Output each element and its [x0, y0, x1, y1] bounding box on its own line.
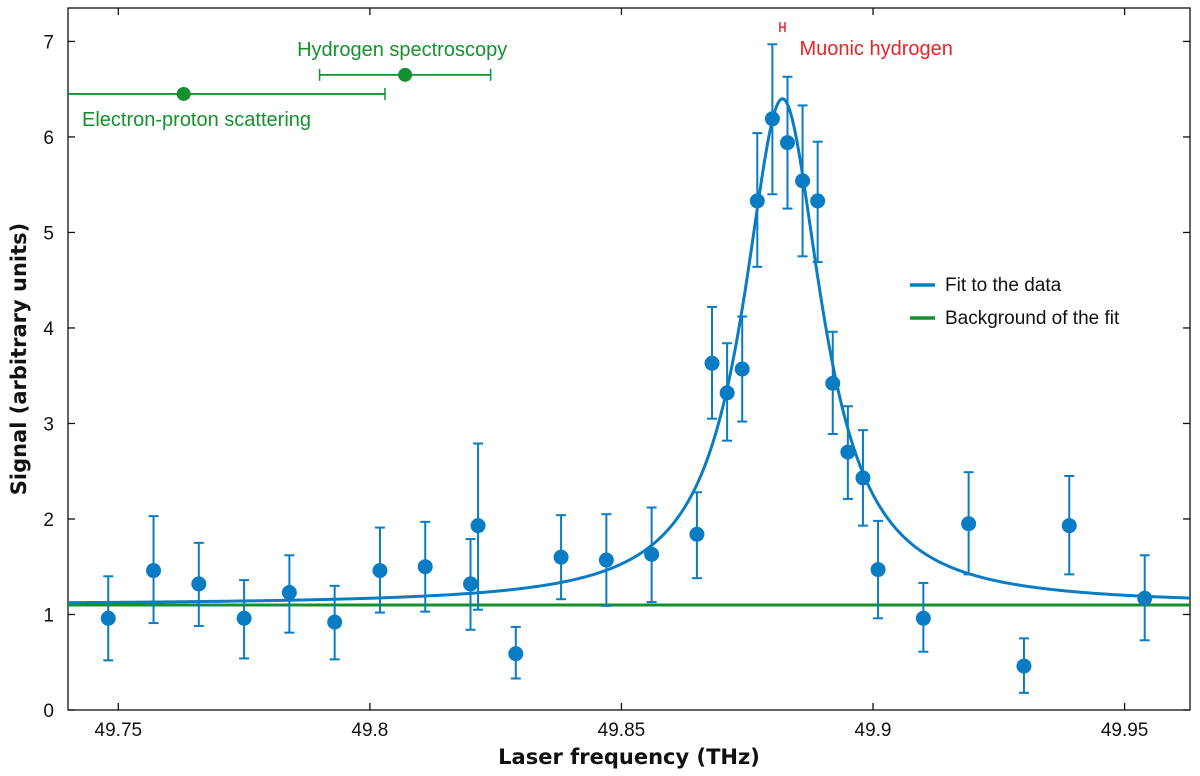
data-point [191, 541, 207, 627]
data-point-marker [372, 563, 388, 579]
data-point-marker [961, 516, 977, 532]
annotation-marker [176, 86, 191, 101]
data-point [870, 519, 886, 620]
data-point [644, 506, 660, 604]
data-point [764, 43, 780, 196]
y-tick-label: 1 [43, 605, 54, 626]
annotation: Hydrogen spectroscopy [297, 39, 507, 82]
data-point [689, 491, 705, 580]
data-point-marker [704, 355, 720, 371]
y-tick-label: 6 [43, 128, 54, 149]
data-point-marker [470, 518, 486, 534]
data-point [146, 515, 162, 625]
data-point [749, 132, 765, 268]
legend-label-background: Background of the fit [945, 308, 1120, 329]
data-point [1137, 554, 1153, 642]
data-point-marker [855, 470, 871, 486]
data-point [508, 625, 524, 680]
data-point-marker [734, 361, 750, 377]
data-point [704, 305, 720, 420]
data-point [327, 584, 343, 661]
y-tick-label: 7 [43, 32, 54, 53]
data-point-marker [553, 549, 569, 565]
x-tick-label: 49.85 [598, 720, 646, 741]
annotations-layer: Hydrogen spectroscopy Electron-proton sca… [68, 22, 953, 131]
data-points-layer [100, 43, 1153, 694]
x-tick-label: 49.8 [351, 720, 388, 741]
data-point-marker [840, 444, 856, 460]
annotation: Electron-proton scattering [68, 86, 386, 131]
data-point [417, 520, 433, 613]
data-point-marker [749, 193, 765, 209]
fit-curve-layer [68, 97, 1190, 605]
data-point-marker [327, 614, 343, 630]
data-point-marker [463, 576, 479, 592]
data-point [779, 75, 795, 210]
data-point [100, 575, 116, 662]
data-point [719, 342, 735, 442]
data-point-marker [281, 585, 297, 601]
data-point-marker [825, 375, 841, 391]
data-point-marker [795, 173, 811, 189]
data-point [463, 538, 479, 631]
data-point-marker [644, 546, 660, 562]
data-point-marker [100, 610, 116, 626]
data-point [915, 581, 931, 653]
y-tick-label: 4 [43, 319, 54, 340]
data-point-marker [236, 610, 252, 626]
y-axis-title: Signal (arbitrary units) [7, 223, 31, 496]
data-point-marker [1016, 658, 1032, 674]
data-point-marker [417, 559, 433, 575]
data-point-marker [779, 135, 795, 151]
x-tick-label: 49.9 [855, 720, 892, 741]
x-tick-label: 49.75 [95, 720, 143, 741]
data-point [840, 405, 856, 500]
y-tick-label: 0 [43, 701, 54, 722]
x-axis-ticks: 49.75 49.8 49.85 49.9 49.95 [95, 8, 1149, 741]
data-point [734, 315, 750, 423]
data-point [825, 330, 841, 435]
annotation-label: Hydrogen spectroscopy [297, 39, 507, 61]
y-axis-ticks: 0 1 2 3 4 5 6 7 [43, 32, 1190, 722]
legend-label-fit: Fit to the data [945, 275, 1062, 296]
data-point-marker [598, 552, 614, 568]
data-point-marker [1061, 518, 1077, 534]
y-tick-label: 2 [43, 510, 54, 531]
data-point [1016, 637, 1032, 694]
data-point [855, 429, 871, 527]
data-point-marker [719, 385, 735, 401]
y-tick-label: 3 [43, 414, 54, 435]
data-point-marker [146, 563, 162, 579]
plot-frame [67, 7, 1191, 711]
data-point [236, 579, 252, 660]
annotation-label: Muonic hydrogen [799, 38, 952, 60]
data-point [961, 471, 977, 576]
x-tick-label: 49.95 [1101, 720, 1149, 741]
data-point-marker [508, 646, 524, 662]
data-point [372, 526, 388, 614]
data-point-marker [689, 526, 705, 542]
x-axis-title: Laser frequency (THz) [498, 745, 760, 769]
annotation: Muonic hydrogen [779, 22, 953, 60]
data-point [795, 104, 811, 258]
y-tick-label: 5 [43, 223, 54, 244]
data-point [1061, 475, 1077, 576]
data-point [598, 513, 614, 607]
data-point-marker [764, 111, 780, 127]
data-point-marker [191, 576, 207, 592]
data-point-marker [915, 610, 931, 626]
annotation-label: Electron-proton scattering [82, 109, 311, 131]
annotation-marker [398, 67, 413, 82]
legend: Fit to the data Background of the fit [910, 275, 1120, 329]
data-point [810, 140, 826, 264]
data-point [281, 554, 297, 634]
data-point-marker [810, 193, 826, 209]
data-point-marker [870, 562, 886, 578]
data-point-marker [1137, 590, 1153, 606]
fit-curve [68, 97, 1190, 605]
data-point [553, 514, 569, 601]
data-point [470, 442, 486, 611]
